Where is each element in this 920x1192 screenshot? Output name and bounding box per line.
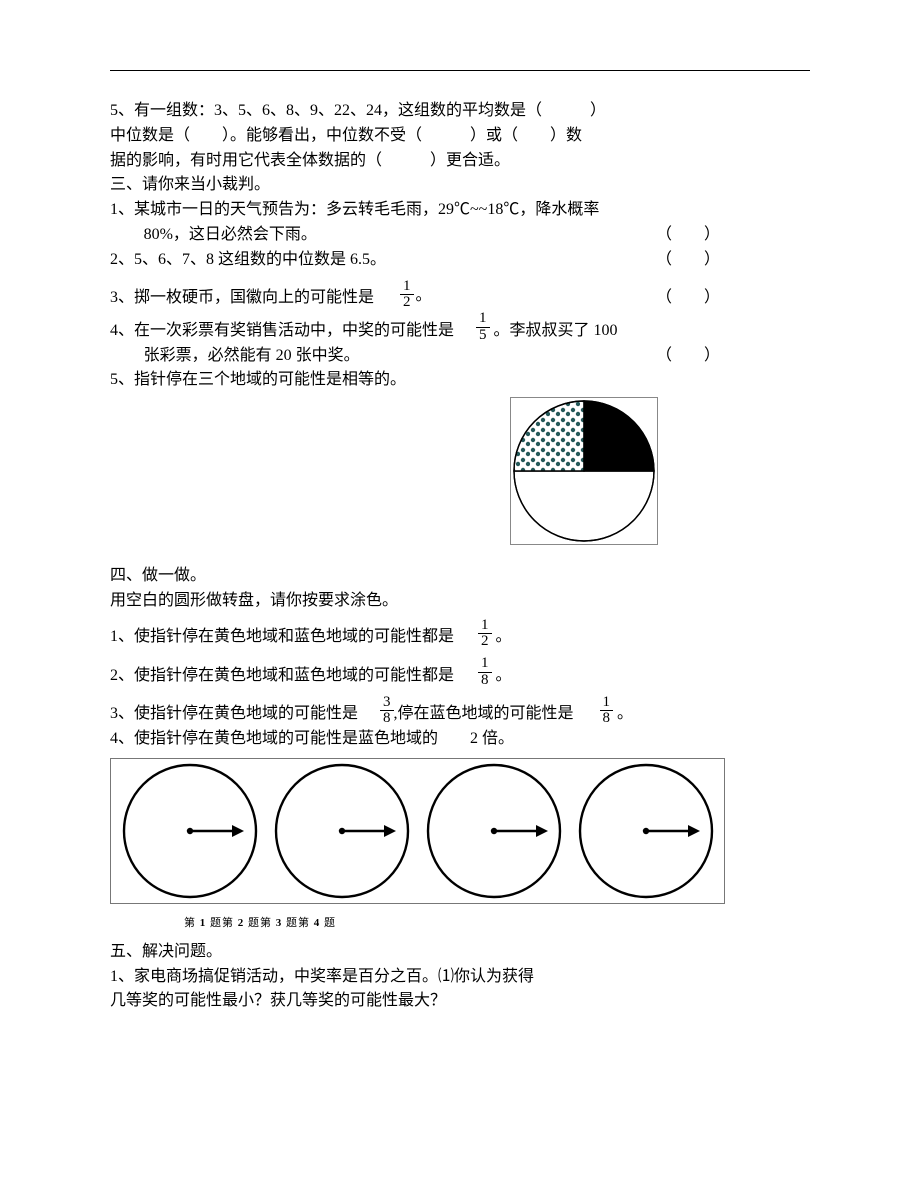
question-5: 5、有一组数：3、5、6、8、9、22、24，这组数的平均数是（ ） 中位数是（…	[110, 99, 810, 173]
s4-i3-text2: ,停在蓝色地域的可能性是	[394, 702, 574, 727]
s3-i1-line1: 1、某城市一日的天气预告为：多云转毛毛雨，29℃~~18℃，降水概率	[110, 198, 810, 223]
s3-i4-text3: 张彩票，必然能有 20 张中奖。	[144, 344, 360, 369]
blank-paren: （ ）	[656, 286, 720, 311]
spinner-row	[110, 758, 810, 913]
s3-i4-text2: 。李叔叔买了 100	[494, 319, 618, 344]
fraction-1-2: 1 2	[478, 618, 492, 651]
horizontal-rule	[110, 70, 810, 71]
s3-item1: 1、某城市一日的天气预告为：多云转毛毛雨，29℃~~18℃，降水概率 80%，这…	[110, 198, 810, 248]
s3-item3: 3、掷一枚硬币，国徽向上的可能性是 1 2 。 （ ）	[110, 279, 810, 312]
period: 。	[416, 284, 432, 309]
q5-line1: 5、有一组数：3、5、6、8、9、22、24，这组数的平均数是（ ）	[110, 99, 810, 124]
blank-paren: （ ）	[656, 223, 720, 248]
pie-svg	[510, 397, 658, 545]
s4-item2: 2、使指针停在黄色地域和蓝色地域的可能性都是 1 8 。	[110, 656, 810, 689]
fraction-1-2: 1 2	[400, 279, 414, 312]
section-5-title: 五、解决问题。	[110, 940, 810, 965]
blank-paren: （ ）	[656, 248, 720, 273]
blank-paren: （ ）	[656, 344, 720, 369]
fraction-3-8: 3 8	[380, 695, 394, 728]
s3-i2-text: 2、5、6、7、8 这组数的中位数是 6.5。	[110, 248, 386, 273]
s4-item1: 1、使指针停在黄色地域和蓝色地域的可能性都是 1 2 。	[110, 618, 810, 651]
fraction-1-5: 1 5	[476, 311, 490, 344]
spinner-caption: 第 1 题第 2 题第 3 题第 4 题	[110, 915, 810, 932]
s5-i1-line1: 1、家电商场搞促销活动，中奖率是百分之百。⑴你认为获得	[110, 965, 810, 990]
fraction-1-8: 1 8	[600, 695, 614, 728]
spinner-svg	[110, 758, 750, 904]
s3-item2: 2、5、6、7、8 这组数的中位数是 6.5。 （ ）	[110, 248, 810, 273]
section-4-title: 四、做一做。	[110, 564, 810, 589]
s3-item5: 5、指针停在三个地域的可能性是相等的。	[110, 368, 810, 393]
s5-i1-line2: 几等奖的可能性最小？获几等奖的可能性最大？	[110, 989, 810, 1014]
s3-item4: 4、在一次彩票有奖销售活动中，中奖的可能性是 1 5 。李叔叔买了 100 张彩…	[110, 311, 810, 368]
pie-chart	[510, 397, 810, 554]
s4-subtitle: 用空白的圆形做转盘，请你按要求涂色。	[110, 589, 810, 614]
q5-line3: 据的影响，有时用它代表全体数据的（ ）更合适。	[110, 149, 810, 174]
s3-i3-text: 3、掷一枚硬币，国徽向上的可能性是	[110, 286, 374, 311]
s4-item4: 4、使指针停在黄色地域的可能性是蓝色地域的 2 倍。	[110, 727, 810, 752]
period: 。	[496, 625, 512, 650]
period: 。	[617, 702, 633, 727]
section-3-title: 三、请你来当小裁判。	[110, 173, 810, 198]
spinner-group	[124, 765, 712, 897]
s3-i1-line2: 80%，这日必然会下雨。	[144, 223, 317, 248]
s3-i4-text1: 4、在一次彩票有奖销售活动中，中奖的可能性是	[110, 319, 454, 344]
s4-i2-text: 2、使指针停在黄色地域和蓝色地域的可能性都是	[110, 664, 454, 689]
s4-i3-text1: 3、使指针停在黄色地域的可能性是	[110, 702, 358, 727]
s4-item3: 3、使指针停在黄色地域的可能性是 3 8 ,停在蓝色地域的可能性是 1 8 。	[110, 695, 810, 728]
period: 。	[496, 664, 512, 689]
fraction-1-8: 1 8	[478, 656, 492, 689]
q5-line2: 中位数是（ ）。能够看出，中位数不受（ ）或（ ）数	[110, 124, 810, 149]
s4-i1-text: 1、使指针停在黄色地域和蓝色地域的可能性都是	[110, 625, 454, 650]
